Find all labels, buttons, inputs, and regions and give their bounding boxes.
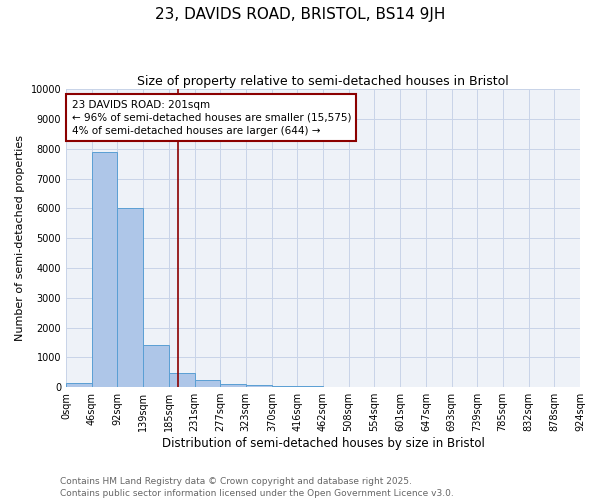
Bar [169,373,194,387]
Bar [66,382,92,387]
Text: 23, DAVIDS ROAD, BRISTOL, BS14 9JH: 23, DAVIDS ROAD, BRISTOL, BS14 9JH [155,8,445,22]
Bar [220,384,246,387]
Bar [246,384,272,387]
Bar [272,386,298,387]
Bar [298,386,323,387]
Bar [143,346,169,387]
Y-axis label: Number of semi-detached properties: Number of semi-detached properties [15,135,25,341]
Title: Size of property relative to semi-detached houses in Bristol: Size of property relative to semi-detach… [137,75,509,88]
Bar [117,208,143,387]
X-axis label: Distribution of semi-detached houses by size in Bristol: Distribution of semi-detached houses by … [161,437,484,450]
Bar [92,152,117,387]
Text: Contains HM Land Registry data © Crown copyright and database right 2025.
Contai: Contains HM Land Registry data © Crown c… [60,476,454,498]
Text: 23 DAVIDS ROAD: 201sqm
← 96% of semi-detached houses are smaller (15,575)
4% of : 23 DAVIDS ROAD: 201sqm ← 96% of semi-det… [71,100,351,136]
Bar [194,380,220,387]
